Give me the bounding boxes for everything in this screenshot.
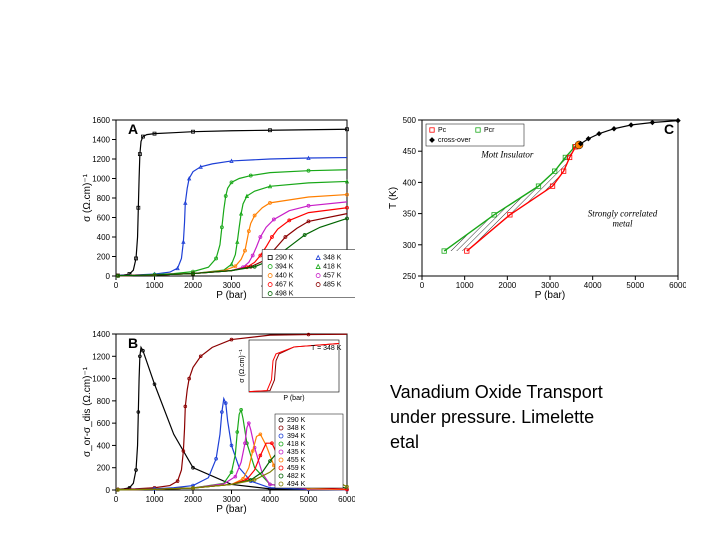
svg-text:3000: 3000 (541, 281, 559, 290)
svg-text:1000: 1000 (92, 175, 110, 184)
svg-text:3000: 3000 (223, 495, 241, 504)
svg-text:P (bar): P (bar) (283, 395, 304, 402)
svg-text:A: A (128, 121, 138, 137)
svg-text:C: C (664, 121, 674, 137)
svg-text:6000: 6000 (669, 281, 686, 290)
svg-text:250: 250 (403, 272, 417, 281)
svg-text:290 K: 290 K (287, 417, 306, 424)
svg-text:0: 0 (114, 495, 119, 504)
svg-text:500: 500 (403, 116, 417, 125)
svg-text:1200: 1200 (92, 155, 110, 164)
svg-text:459 K: 459 K (287, 465, 306, 472)
svg-text:Strongly correlated: Strongly correlated (588, 209, 658, 219)
svg-text:4000: 4000 (261, 495, 279, 504)
svg-text:200: 200 (97, 253, 111, 262)
svg-text:600: 600 (97, 419, 111, 428)
panel-a-svg: 0100020003000400050006000020040060080010… (80, 112, 355, 302)
svg-text:485 K: 485 K (323, 282, 342, 289)
svg-text:P (bar): P (bar) (216, 290, 246, 301)
svg-text:1000: 1000 (146, 495, 164, 504)
svg-text:0: 0 (114, 281, 119, 290)
svg-text:348 K: 348 K (323, 255, 342, 262)
svg-text:400: 400 (97, 233, 111, 242)
svg-text:3000: 3000 (223, 281, 241, 290)
svg-text:400: 400 (403, 178, 417, 187)
svg-text:440 K: 440 K (275, 273, 294, 280)
svg-text:394 K: 394 K (275, 264, 294, 271)
svg-text:418 K: 418 K (287, 441, 306, 448)
svg-text:Pcr: Pcr (484, 127, 495, 134)
svg-text:metal: metal (613, 219, 633, 229)
svg-text:0: 0 (420, 281, 425, 290)
svg-text:Pc: Pc (438, 127, 447, 134)
svg-text:350: 350 (403, 210, 417, 219)
svg-text:T (K): T (K) (388, 187, 399, 209)
svg-text:cross-over: cross-over (438, 137, 471, 144)
svg-text:200: 200 (97, 464, 111, 473)
svg-text:400: 400 (97, 441, 111, 450)
svg-text:498 K: 498 K (275, 291, 294, 298)
caption: Vanadium Oxide Transport under pressure.… (390, 380, 680, 456)
svg-text:2000: 2000 (498, 281, 516, 290)
panel-b: 0 1000 2000 3000 4000 5000 6000 0 200 400 600 800 10… (80, 326, 355, 516)
svg-text:2000: 2000 (184, 281, 202, 290)
svg-text:467 K: 467 K (275, 282, 294, 289)
svg-text:σ (Ω.cm)⁻¹: σ (Ω.cm)⁻¹ (82, 173, 93, 221)
slide: { "caption": { "line1": "Vanadium Oxide … (0, 0, 720, 540)
svg-text:1200: 1200 (92, 352, 110, 361)
svg-text:σ_or-σ_dis (Ω.cm)⁻¹: σ_or-σ_dis (Ω.cm)⁻¹ (82, 366, 93, 457)
svg-text:B: B (128, 335, 138, 351)
svg-text:1000: 1000 (146, 281, 164, 290)
svg-text:1000: 1000 (456, 281, 474, 290)
svg-text:800: 800 (97, 397, 111, 406)
svg-text:0: 0 (106, 486, 111, 495)
svg-text:600: 600 (97, 214, 111, 223)
svg-text:455 K: 455 K (287, 457, 306, 464)
svg-text:T = 348 K: T = 348 K (311, 345, 342, 352)
svg-text:482 K: 482 K (287, 473, 306, 480)
svg-text:290 K: 290 K (275, 255, 294, 262)
svg-text:1400: 1400 (92, 330, 110, 339)
caption-line1: Vanadium Oxide Transport (390, 382, 603, 402)
panel-b-svg: 0 1000 2000 3000 4000 5000 6000 0 200 400 600 800 10… (80, 326, 355, 516)
svg-text:Mott Insulator: Mott Insulator (480, 149, 534, 159)
svg-text:1400: 1400 (92, 136, 110, 145)
svg-text:300: 300 (403, 241, 417, 250)
svg-text:σ (Ω.cm)⁻¹: σ (Ω.cm)⁻¹ (239, 349, 246, 383)
svg-text:0: 0 (106, 272, 111, 281)
svg-text:P (bar): P (bar) (535, 290, 565, 301)
panel-a: 0100020003000400050006000020040060080010… (80, 112, 355, 302)
svg-text:5000: 5000 (626, 281, 644, 290)
svg-text:494 K: 494 K (287, 481, 306, 488)
svg-text:348 K: 348 K (287, 425, 306, 432)
svg-text:418 K: 418 K (323, 264, 342, 271)
svg-text:5000: 5000 (300, 495, 318, 504)
svg-text:800: 800 (97, 194, 111, 203)
caption-line2: under pressure. Limelette (390, 407, 594, 427)
svg-text:1600: 1600 (92, 116, 110, 125)
svg-text:435 K: 435 K (287, 449, 306, 456)
svg-text:394 K: 394 K (287, 433, 306, 440)
svg-text:450: 450 (403, 147, 417, 156)
svg-text:4000: 4000 (584, 281, 602, 290)
panel-c: 0 1000 2000 3000 4000 5000 6000 250 300 350 400 450… (386, 112, 686, 302)
panel-c-svg: 0 1000 2000 3000 4000 5000 6000 250 300 350 400 450… (386, 112, 686, 302)
svg-text:2000: 2000 (184, 495, 202, 504)
caption-line3: etal (390, 432, 419, 452)
svg-text:P (bar): P (bar) (216, 504, 246, 515)
svg-text:6000: 6000 (338, 495, 355, 504)
svg-text:1000: 1000 (92, 375, 110, 384)
svg-text:457 K: 457 K (323, 273, 342, 280)
